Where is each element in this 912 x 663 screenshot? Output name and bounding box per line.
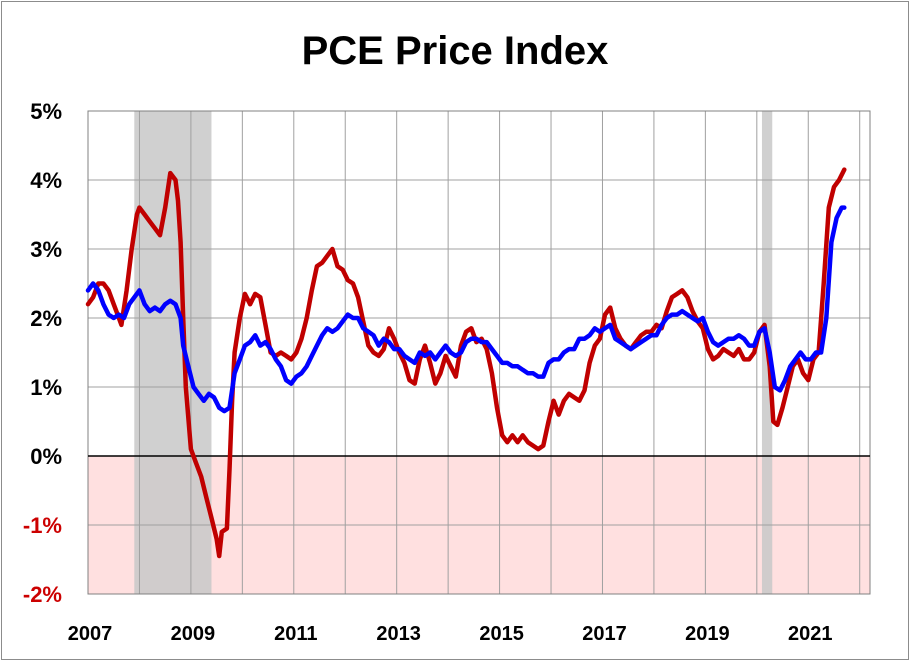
x-tick-label: 2015 [479, 623, 524, 645]
series-line-2 [85, 205, 847, 414]
x-tick-label: 2009 [171, 623, 216, 645]
y-tick-label: 1% [30, 375, 62, 400]
chart-title: PCE Price Index [302, 29, 609, 73]
y-tick-label: -1% [23, 513, 62, 538]
y-tick-label: 5% [30, 99, 62, 124]
x-tick-label: 2011 [274, 623, 317, 645]
x-tick-label: 2007 [68, 623, 113, 645]
y-tick-label: 4% [30, 168, 62, 193]
grid-lines [87, 110, 871, 595]
plot-border [87, 110, 871, 595]
y-tick-label: 2% [30, 306, 62, 331]
recession-band-1 [134, 111, 212, 594]
x-tick-label: 2017 [582, 623, 627, 645]
series-line-1 [85, 167, 847, 559]
x-axis-ticks: 2007 2009 2011 2013 2015 2017 2019 2021 [68, 623, 833, 645]
x-tick-label: 2021 [788, 623, 833, 645]
series-lines [85, 167, 847, 559]
x-tick-label: 2019 [685, 623, 730, 645]
y-tick-label: -2% [23, 582, 62, 607]
y-axis-ticks: -2% -1% 0% 1% 2% 3% 4% 5% [23, 99, 62, 607]
x-tick-label: 2013 [376, 623, 421, 645]
y-tick-label: 0% [30, 444, 62, 469]
y-tick-label: 3% [30, 237, 62, 262]
